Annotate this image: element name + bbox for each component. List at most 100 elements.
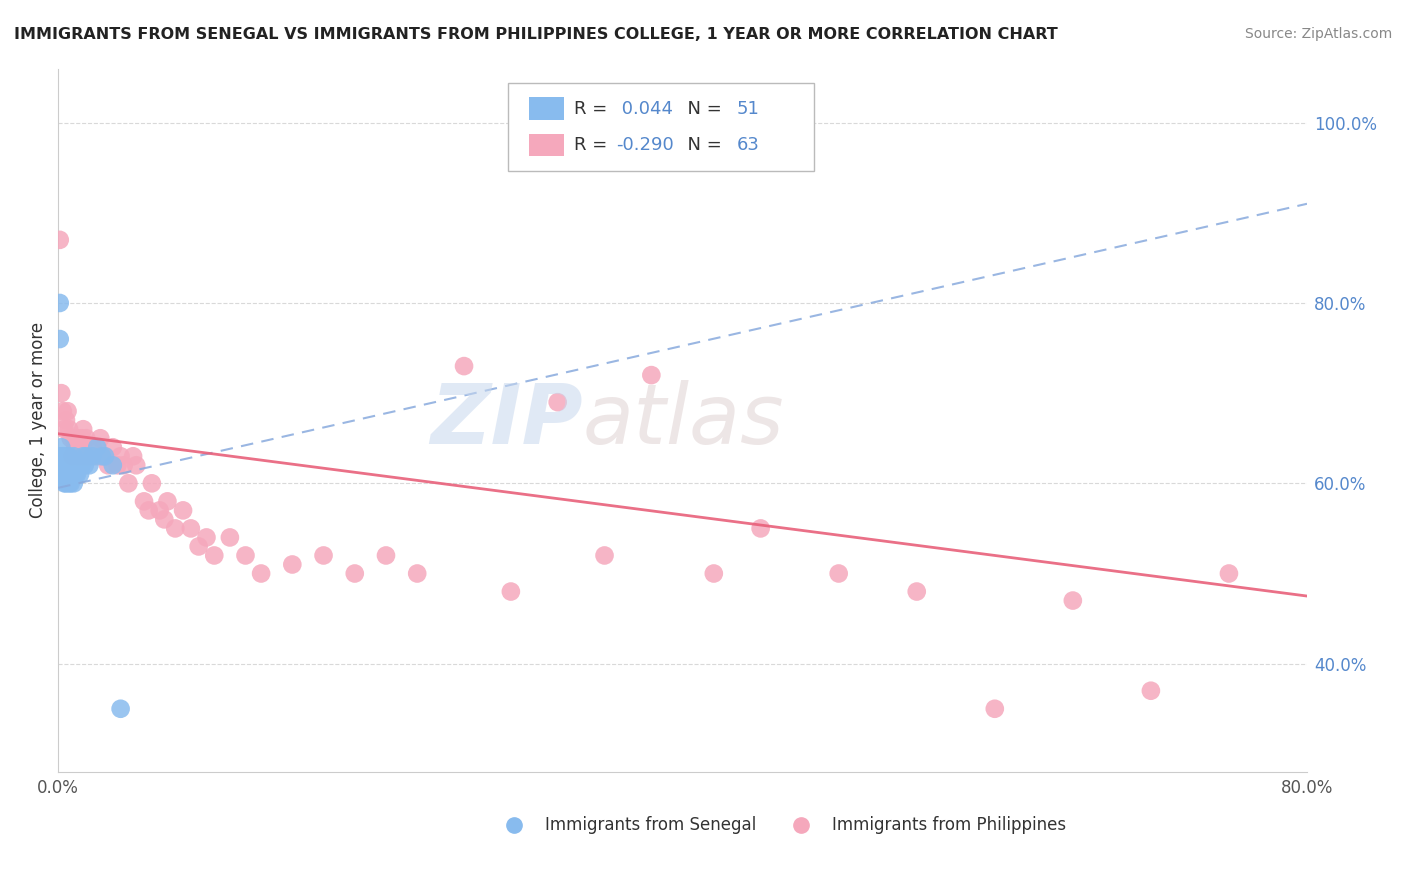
Point xyxy=(62,450,84,464)
Point xyxy=(453,359,475,373)
Point xyxy=(499,584,522,599)
Point xyxy=(86,440,108,454)
Point xyxy=(219,531,242,545)
Point xyxy=(48,332,70,346)
Point xyxy=(52,467,75,482)
Point xyxy=(281,558,304,572)
Point xyxy=(51,467,73,482)
Point xyxy=(640,368,662,383)
Point xyxy=(62,476,84,491)
Point xyxy=(117,476,139,491)
Point xyxy=(250,566,273,581)
Point xyxy=(1062,593,1084,607)
Text: -0.290: -0.290 xyxy=(616,136,673,154)
Text: atlas: atlas xyxy=(582,380,785,460)
FancyBboxPatch shape xyxy=(529,134,564,156)
Point xyxy=(110,702,132,716)
Text: Immigrants from Philippines: Immigrants from Philippines xyxy=(832,815,1067,834)
Point xyxy=(75,450,97,464)
Point xyxy=(905,584,928,599)
Point xyxy=(60,450,83,464)
Point xyxy=(66,458,89,473)
FancyBboxPatch shape xyxy=(529,97,564,120)
Point xyxy=(65,458,87,473)
Point xyxy=(67,450,90,464)
Point xyxy=(73,458,96,473)
Point xyxy=(58,476,80,491)
Point xyxy=(53,458,76,473)
Point xyxy=(141,476,163,491)
Text: N =: N = xyxy=(676,136,728,154)
Point xyxy=(75,431,97,445)
Point xyxy=(828,566,851,581)
Point xyxy=(79,450,101,464)
Point xyxy=(67,458,90,473)
Point xyxy=(59,467,82,482)
Point xyxy=(375,549,398,563)
Point xyxy=(59,476,82,491)
Point xyxy=(172,503,194,517)
Point xyxy=(70,431,93,445)
Point xyxy=(406,566,429,581)
Point xyxy=(73,450,96,464)
Point xyxy=(165,521,187,535)
Text: R =: R = xyxy=(574,100,613,118)
Point xyxy=(1140,683,1163,698)
Point xyxy=(48,450,70,464)
Text: IMMIGRANTS FROM SENEGAL VS IMMIGRANTS FROM PHILIPPINES COLLEGE, 1 YEAR OR MORE C: IMMIGRANTS FROM SENEGAL VS IMMIGRANTS FR… xyxy=(14,27,1057,42)
Point xyxy=(202,549,225,563)
Point xyxy=(55,450,77,464)
Point xyxy=(107,458,129,473)
Point xyxy=(56,450,79,464)
Point xyxy=(101,440,124,454)
Point xyxy=(149,503,172,517)
Point xyxy=(72,422,94,436)
Point xyxy=(749,521,772,535)
Point xyxy=(101,458,124,473)
Text: Immigrants from Senegal: Immigrants from Senegal xyxy=(546,815,756,834)
Y-axis label: College, 1 year or more: College, 1 year or more xyxy=(30,322,46,518)
Point xyxy=(55,458,77,473)
Point xyxy=(56,458,79,473)
Point xyxy=(51,440,73,454)
Point xyxy=(51,386,73,401)
Point xyxy=(153,512,176,526)
Point xyxy=(48,296,70,310)
Point xyxy=(58,422,80,436)
Point xyxy=(1218,566,1240,581)
Point xyxy=(62,458,84,473)
Text: 63: 63 xyxy=(737,136,759,154)
Point xyxy=(125,458,148,473)
Text: ZIP: ZIP xyxy=(430,380,582,460)
Point xyxy=(593,549,616,563)
Point xyxy=(65,440,87,454)
Point xyxy=(984,702,1007,716)
Point xyxy=(58,450,80,464)
Point xyxy=(90,450,112,464)
Point xyxy=(72,450,94,464)
Point xyxy=(55,467,77,482)
Point xyxy=(195,531,218,545)
Point xyxy=(52,458,75,473)
Point xyxy=(86,450,108,464)
Point xyxy=(343,566,366,581)
Point xyxy=(547,395,569,409)
Point xyxy=(55,476,77,491)
Point xyxy=(94,450,117,464)
Text: N =: N = xyxy=(676,100,728,118)
Point xyxy=(89,431,111,445)
Point xyxy=(52,450,75,464)
Point xyxy=(59,431,82,445)
Point xyxy=(56,467,79,482)
Point xyxy=(65,467,87,482)
Text: 51: 51 xyxy=(737,100,759,118)
Point xyxy=(132,494,155,508)
Point xyxy=(53,476,76,491)
Point xyxy=(62,431,84,445)
Text: R =: R = xyxy=(574,136,613,154)
Point xyxy=(110,450,132,464)
Point xyxy=(187,540,209,554)
Point xyxy=(66,467,89,482)
Point xyxy=(51,458,73,473)
Point xyxy=(94,450,117,464)
